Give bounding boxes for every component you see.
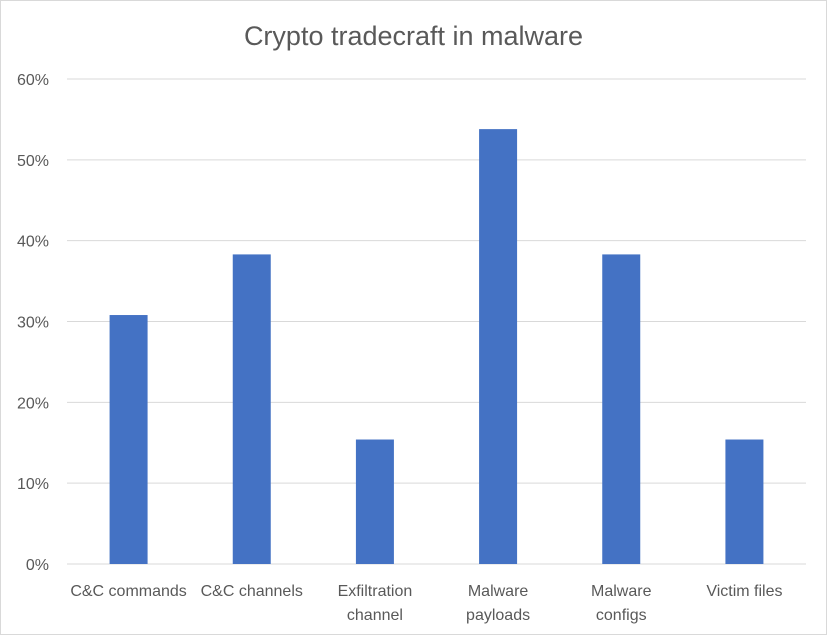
bar xyxy=(355,439,394,564)
x-tick-label: C&C commands xyxy=(70,583,186,600)
bar xyxy=(602,254,641,565)
y-tick-label: 0% xyxy=(26,557,49,574)
x-tick-label: Malware configs xyxy=(591,583,652,624)
y-tick-label: 60% xyxy=(17,72,49,89)
y-tick-label: 50% xyxy=(17,153,49,170)
y-tick-label: 30% xyxy=(17,315,49,332)
x-tick-label: Exfiltration channel xyxy=(338,583,413,624)
y-tick-label: 40% xyxy=(17,234,49,251)
x-tick-label: Malware payloads xyxy=(466,583,530,624)
bar xyxy=(109,315,148,564)
x-tick-label: C&C channels xyxy=(201,583,303,600)
chart-title: Crypto tradecraft in malware xyxy=(243,21,584,51)
bar xyxy=(479,129,518,564)
x-tick-label: Victim files xyxy=(706,583,782,600)
bar xyxy=(232,254,271,565)
bar xyxy=(725,439,764,564)
y-tick-label: 20% xyxy=(17,395,49,412)
y-tick-label: 10% xyxy=(17,476,49,493)
